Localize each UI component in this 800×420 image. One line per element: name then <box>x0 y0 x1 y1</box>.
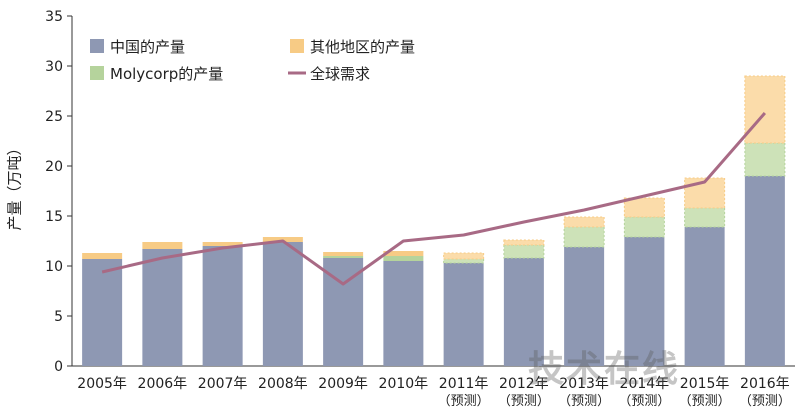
y-tick-label: 5 <box>54 309 63 325</box>
x-tick-sublabel: （预测） <box>679 394 731 409</box>
y-axis-title-wrap: 产量（万吨） <box>2 120 26 250</box>
bar-segment-1 <box>503 258 544 366</box>
y-tick-label: 0 <box>54 359 63 375</box>
x-tick-label: 2009年 <box>318 376 368 392</box>
bar-segment-1 <box>744 176 785 366</box>
bar-segment-1 <box>624 237 665 366</box>
x-tick-label: 2014年 <box>620 376 670 392</box>
y-tick-label: 10 <box>45 259 63 275</box>
bar-segment-3 <box>323 252 364 256</box>
bar-segment-1 <box>443 263 484 366</box>
bar-segment-1 <box>564 247 605 366</box>
bar-segment-2 <box>623 216 665 238</box>
demand-line <box>101 112 767 286</box>
watermark: 技术在线 <box>528 349 681 390</box>
x-tick-sublabel: （预测） <box>739 394 791 409</box>
bar-segment-1 <box>82 259 123 366</box>
bar-segment-2 <box>323 256 364 258</box>
legend-label: 中国的产量 <box>110 38 185 56</box>
bar-segment-2 <box>563 226 605 248</box>
bar-segment-3 <box>202 242 243 246</box>
x-tick-sublabel: （预测） <box>498 394 550 409</box>
x-tick-label: 2015年 <box>680 376 730 392</box>
x-tick-label: 2016年 <box>740 376 790 392</box>
bar-segment-3 <box>443 252 485 260</box>
x-tick-sublabel: （预测） <box>558 394 610 409</box>
x-tick-label: 2006年 <box>138 376 188 392</box>
bar-segment-2 <box>744 142 786 177</box>
x-tick-label: 2013年 <box>559 376 609 392</box>
bar-segment-3 <box>744 75 786 144</box>
x-tick-sublabel: （预测） <box>438 394 490 409</box>
y-tick-label: 25 <box>45 109 63 125</box>
legend-swatch <box>90 66 104 80</box>
bar-segment-3 <box>82 253 123 259</box>
bar-segment-1 <box>202 246 243 366</box>
legend-label: 其他地区的产量 <box>310 38 415 56</box>
bar-segment-1 <box>142 249 183 366</box>
y-tick-label: 15 <box>45 209 63 225</box>
y-tick-label: 35 <box>45 9 63 25</box>
y-tick-label: 20 <box>45 159 63 175</box>
bar-segment-1 <box>684 227 725 366</box>
x-tick-sublabel: （预测） <box>618 394 670 409</box>
legend-swatch <box>290 39 304 53</box>
bar-segment-3 <box>563 216 605 228</box>
y-axis-title: 产量（万吨） <box>5 139 24 231</box>
x-tick-label: 2010年 <box>379 376 429 392</box>
x-tick-label: 2008年 <box>258 376 308 392</box>
bar-segment-2 <box>443 258 485 264</box>
x-tick-label: 2007年 <box>198 376 248 392</box>
bar-segment-2 <box>503 244 545 259</box>
bar-segment-1 <box>383 261 424 366</box>
bar-segment-3 <box>503 239 545 246</box>
bar-segment-3 <box>623 197 665 218</box>
bar-segment-3 <box>142 242 183 249</box>
x-tick-label: 2011年 <box>439 376 489 392</box>
y-tick-label: 30 <box>45 59 63 75</box>
x-tick-label: 2012年 <box>499 376 549 392</box>
legend-label: 全球需求 <box>310 65 370 83</box>
legend-label: Molycorp的产量 <box>110 65 223 83</box>
legend-swatch <box>90 39 104 53</box>
bar-segment-2 <box>383 256 424 261</box>
x-tick-label: 2005年 <box>77 376 127 392</box>
bar-segment-1 <box>262 242 303 366</box>
bar-segment-2 <box>684 207 726 228</box>
bar-segment-3 <box>383 251 424 256</box>
